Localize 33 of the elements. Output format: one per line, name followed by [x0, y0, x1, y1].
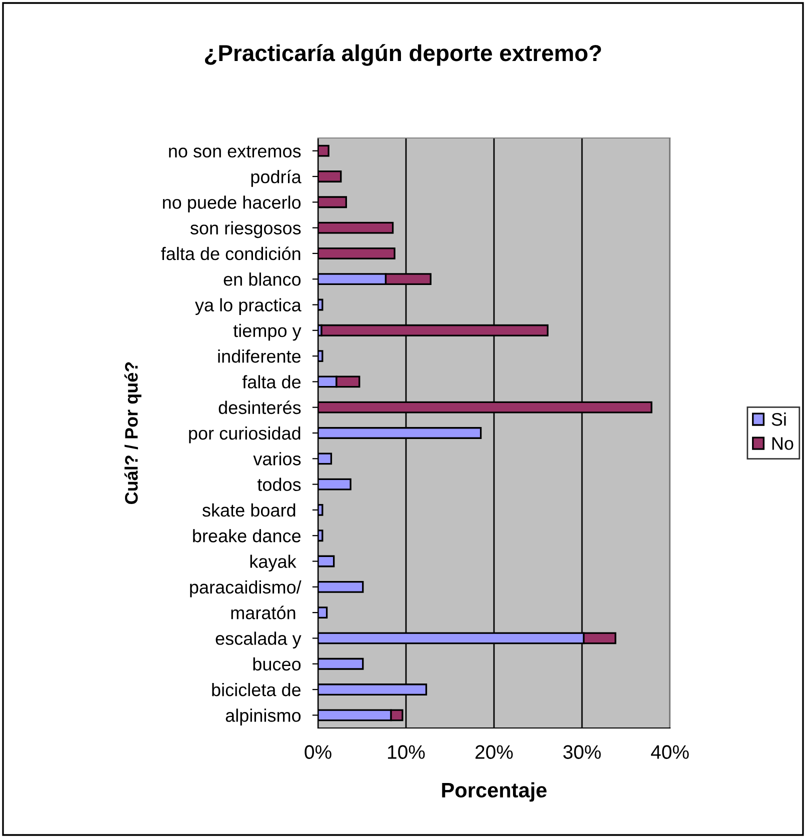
- y-tick-label: escalada y: [216, 632, 302, 649]
- y-tick-label: desinterés: [218, 400, 301, 414]
- y-axis-title: Cuál? / Por qué?: [124, 362, 142, 504]
- y-tick-label: en blanco: [224, 272, 301, 286]
- y-tick-label: alpinismo: [226, 708, 301, 726]
- y-tick-label: podría: [251, 170, 302, 187]
- y-tick-label: falta de: [242, 375, 301, 388]
- y-tick-label: son riesgosos: [190, 221, 301, 238]
- y-tick-label: falta de condición: [161, 246, 300, 260]
- y-tick-label: paracaidismo/: [190, 580, 302, 598]
- y-tick-label: varios: [253, 452, 301, 466]
- y-tick-label: breake dance: [193, 529, 301, 542]
- y-tick-label: no puede hacerlo: [163, 196, 301, 212]
- legend-label: No: [772, 437, 794, 450]
- x-tick-label: 40%: [650, 745, 689, 759]
- y-tick-label: skate board: [202, 503, 296, 517]
- x-tick-label: 0%: [304, 745, 332, 759]
- y-tick-label: tiempo y: [233, 324, 302, 341]
- y-tick-label: maratón: [231, 606, 296, 620]
- y-tick-label: bicicleta de: [212, 682, 301, 696]
- x-axis-title: Porcentaje: [442, 782, 547, 802]
- chart-title: ¿Practicaría algún deporte extremo?: [204, 44, 601, 66]
- y-tick-label: por curiosidad: [189, 426, 300, 444]
- x-tick-label: 10%: [388, 745, 425, 759]
- x-tick-label: 30%: [563, 745, 601, 759]
- y-tick-label: indiferente: [218, 350, 301, 363]
- legend-label: Si: [772, 412, 786, 426]
- x-tick-label: 20%: [476, 745, 513, 759]
- y-tick-label: buceo: [253, 657, 301, 671]
- y-tick-label: no son extremos: [169, 146, 301, 158]
- y-tick-label: kayak: [250, 554, 296, 572]
- y-tick-label: ya lo practica: [195, 298, 302, 316]
- y-tick-label: todos: [257, 478, 301, 492]
